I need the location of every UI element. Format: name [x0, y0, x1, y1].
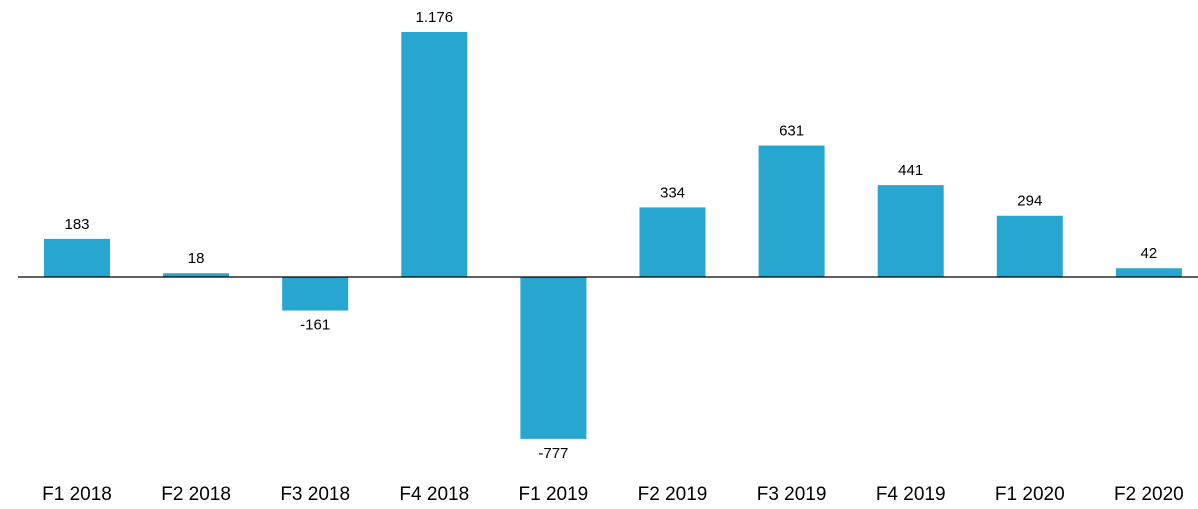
- x-tick-label: F4 2018: [399, 484, 469, 505]
- value-label: 294: [1017, 193, 1042, 210]
- value-label: 42: [1141, 245, 1158, 262]
- bar: [758, 145, 825, 277]
- x-tick-label: F1 2018: [42, 484, 112, 505]
- x-tick-label: F3 2019: [757, 484, 827, 505]
- x-tick-label: F2 2019: [638, 484, 708, 505]
- bar: [877, 185, 944, 277]
- x-tick-label: F4 2019: [876, 484, 946, 505]
- bar: [282, 277, 349, 311]
- bar: [401, 32, 468, 277]
- value-label: -161: [300, 317, 330, 334]
- value-label: 18: [188, 250, 205, 267]
- x-tick-label: F1 2019: [519, 484, 589, 505]
- x-tick-label: F2 2020: [1114, 484, 1184, 505]
- bar: [639, 207, 706, 277]
- x-tick-label: F3 2018: [280, 484, 350, 505]
- value-label: 631: [779, 123, 804, 140]
- value-label: -777: [538, 445, 568, 462]
- x-tick-label: F1 2020: [995, 484, 1065, 505]
- bar: [1115, 268, 1182, 277]
- bar: [520, 277, 587, 439]
- value-label: 441: [898, 162, 923, 179]
- x-tick-label: F2 2018: [161, 484, 231, 505]
- value-label: 183: [64, 216, 89, 233]
- value-label: 334: [660, 184, 685, 201]
- value-label: 1.176: [416, 9, 454, 26]
- bar: [44, 238, 110, 277]
- bar: [163, 273, 230, 277]
- bar: [996, 215, 1063, 277]
